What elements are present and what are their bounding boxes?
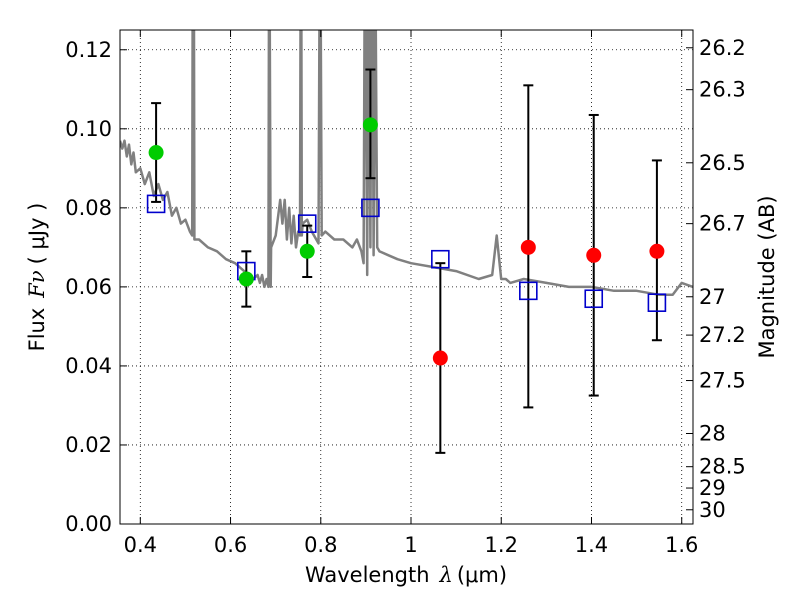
model-photometry-square [431, 249, 450, 269]
model-photometry-square [584, 289, 604, 309]
y2-tick-label: 26.7 [699, 212, 746, 236]
model-spectrum-line [120, 30, 693, 297]
observed-photometry-point [586, 247, 602, 263]
model-photometry-square [361, 198, 380, 218]
plot-frame [119, 29, 694, 525]
y-tick-label: 0.12 [65, 38, 112, 62]
model-photometry-square [146, 194, 166, 214]
x-axis-label-text: Wavelength [305, 563, 430, 587]
model-photometry-square [519, 281, 538, 301]
y2-tick-label: 28.5 [699, 455, 746, 479]
x-tick-label: 0.8 [304, 533, 337, 557]
y-tick-label: 0.08 [65, 196, 112, 220]
observed-photometry-point [362, 117, 378, 133]
y-tick-label: 0.02 [65, 433, 112, 457]
x-tick-label: 0.6 [214, 533, 247, 557]
x-axis-label-symbol: λ [439, 563, 453, 587]
y-axis-label-text: Flux [25, 308, 49, 352]
y2-tick-label: 26.3 [699, 78, 746, 102]
observed-photometry-point [299, 243, 315, 259]
x-tick-label: 1 [404, 533, 417, 557]
x-axis-label: Wavelength λ (μm) [305, 563, 507, 587]
y-axis-label: Flux Fν ( μJy ) [25, 203, 49, 352]
observed-photometry-point [238, 271, 254, 287]
y2-tick-label: 27.2 [699, 323, 746, 347]
plot-area [120, 30, 693, 454]
y-tick-label: 0.00 [65, 512, 112, 536]
x-tick-label: 0.4 [124, 533, 157, 557]
observed-photometry-point [432, 350, 448, 366]
x-tick-label: 1.6 [665, 533, 698, 557]
x-tick-label: 1.2 [485, 533, 518, 557]
observed-photometry-point [520, 239, 536, 255]
x-tick-label: 1.4 [575, 533, 608, 557]
y-axis-label-symbol: Fν [25, 270, 49, 299]
y-axis-label-unit: ( μJy ) [25, 203, 49, 265]
observed-photometry-point [148, 145, 164, 161]
y2-tick-label: 29 [699, 476, 726, 500]
y2-tick-label: 26.2 [699, 36, 746, 60]
observed-photometry-point [649, 243, 665, 259]
y-tick-label: 0.06 [65, 275, 112, 299]
x-axis-label-unit: (μm) [457, 563, 507, 587]
y2-tick-label: 28 [699, 421, 726, 445]
axis-ticks: 0.4 0.6 0.8 1 1.2 1.4 1.6 0.00 0.02 0.04 0.06 0.08 0… [65, 30, 746, 557]
y2-tick-label: 27.5 [699, 369, 746, 393]
model-photometry-square [297, 214, 317, 233]
y-tick-label: 0.04 [65, 354, 112, 378]
y2-axis-label: Magnitude (AB) [755, 195, 779, 358]
y2-tick-label: 26.5 [699, 151, 746, 175]
y-tick-label: 0.10 [65, 117, 112, 141]
y2-tick-label: 27 [699, 285, 726, 309]
model-photometry-square [647, 293, 667, 312]
y2-tick-label: 30 [699, 498, 726, 522]
